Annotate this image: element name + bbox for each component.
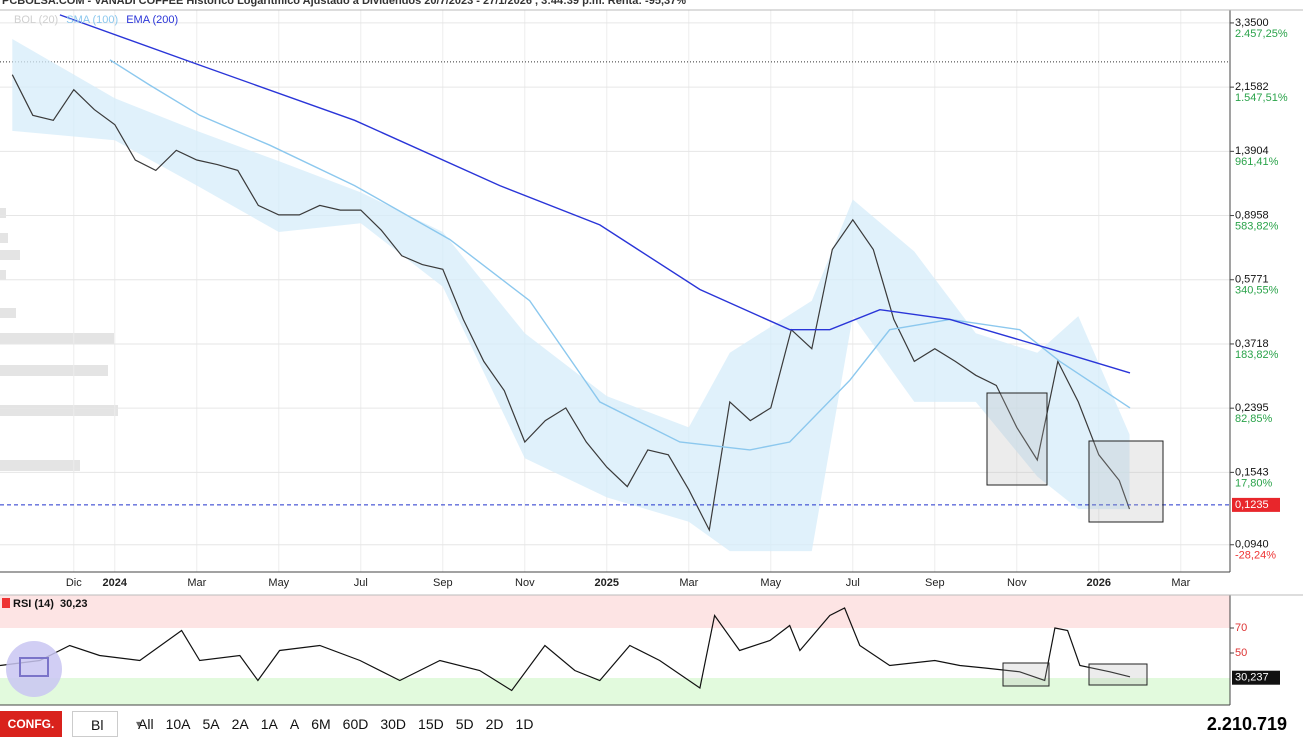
current-value-label: 0,1235 (1235, 499, 1269, 511)
legend-entry: SMA (100) (66, 14, 118, 26)
config-button[interactable]: CONFG. (0, 711, 62, 737)
y-tick-label: 0,1543 (1235, 466, 1269, 478)
y-tick-label: 0,8958 (1235, 209, 1269, 221)
y2-tick-label: 583,82% (1235, 220, 1279, 232)
range-button[interactable]: All (138, 716, 154, 732)
range-button[interactable]: 5D (455, 716, 474, 732)
x-tick-label: May (760, 577, 781, 589)
chart-title: PCBOLSA.COM - VANADI COFFEE Histórico Lo… (2, 0, 686, 7)
monitor-icon-screen (19, 657, 49, 677)
y2-tick-label: 340,55% (1235, 285, 1279, 297)
y2-tick-label: 961,41% (1235, 156, 1279, 168)
x-tick-label: Jul (846, 577, 860, 589)
range-button[interactable]: 2A (231, 716, 249, 732)
chart: Dic 2024 Mar May Jul Sep Nov 2025 Mar May Jul Sep No… (0, 0, 1303, 706)
overbought-zone (0, 595, 1230, 628)
x-tick-label: Sep (433, 577, 453, 589)
y-tick-label: 2,1582 (1235, 81, 1269, 93)
y2-tick-label: 183,82% (1235, 349, 1279, 361)
x-tick-label: Sep (925, 577, 945, 589)
range-button[interactable]: 1D (515, 716, 534, 732)
y-tick-label: 1,3904 (1235, 145, 1269, 157)
price-line (0, 607, 1131, 692)
x-tick-label: Nov (515, 577, 535, 589)
volume-total: 2.210.719 (1206, 713, 1287, 734)
highlight-box (986, 392, 1048, 486)
y-tick-label: 70 (1235, 622, 1247, 634)
volume-profile (0, 208, 118, 471)
highlight-box (1088, 440, 1164, 523)
y2-tick-label: 82,85% (1235, 413, 1273, 425)
range-button[interactable]: 30D (380, 716, 407, 732)
indicator-line (109, 59, 1131, 451)
x-tick-label: Mar (187, 577, 206, 589)
x-tick-label: Mar (1171, 577, 1190, 589)
y2-tick-label: 2.457,25% (1235, 28, 1288, 40)
x-tick-label: Nov (1007, 577, 1027, 589)
x-tick-label: Dic (66, 577, 82, 589)
range-button[interactable]: 10A (165, 716, 191, 732)
range-button[interactable]: 1A (260, 716, 278, 732)
range-button[interactable]: A (289, 716, 300, 732)
legend-entry: BOL (20) (14, 14, 58, 26)
x-tick-label: Mar (679, 577, 698, 589)
y2-tick-label: 17,80% (1235, 477, 1273, 489)
y-tick-label: 0,3718 (1235, 338, 1269, 350)
plot-layer (0, 10, 1230, 705)
style-value: Bl (91, 717, 104, 733)
panel-title: RSI (14) (13, 598, 54, 610)
monitor-icon[interactable] (6, 641, 62, 697)
current-value-badge (1232, 670, 1280, 685)
range-button[interactable]: 5A (202, 716, 220, 732)
y-tick-label: 0,2395 (1235, 402, 1269, 414)
indicator-line (59, 14, 1131, 374)
y2-tick-label: 1.547,51% (1235, 92, 1288, 104)
close-icon (2, 598, 10, 608)
y-tick-label: 50 (1235, 647, 1247, 659)
x-tick-label: May (268, 577, 289, 589)
bollinger-band (12, 39, 1130, 552)
current-value-badge (1232, 497, 1280, 512)
highlight-box (1002, 662, 1050, 687)
range-buttons: All 10A 5A 2A 1A A 6M 60D 30D 15D 5D 2D 1D (132, 711, 539, 737)
dropdown-arrow: ▾ (135, 719, 141, 730)
range-button[interactable]: 6M (311, 716, 331, 732)
current-value-label: 30,237 (1235, 672, 1269, 684)
y-tick-label: 0,0940 (1235, 539, 1269, 551)
range-button[interactable]: 15D (418, 716, 444, 732)
range-button[interactable]: 2D (485, 716, 504, 732)
x-tick-label: Jul (354, 577, 368, 589)
x-tick-label: 2026 (1087, 577, 1111, 589)
highlight-box (1088, 663, 1148, 686)
y-tick-label: 3,3500 (1235, 17, 1269, 29)
price-line (11, 74, 1131, 532)
x-tick-label: 2025 (595, 577, 619, 589)
toolbar: CONFG. Bl ▾ All 10A 5A 2A 1A A 6M 60D 30D 15D 5D 2D 1… (0, 710, 1303, 738)
y-tick-label: 0,5771 (1235, 274, 1269, 286)
range-button[interactable]: 60D (342, 716, 369, 732)
y2-tick-label: -28,24% (1235, 550, 1276, 562)
x-tick-label: 2024 (103, 577, 128, 589)
legend-entry: EMA (200) (126, 14, 178, 26)
oversold-zone (0, 678, 1230, 705)
style-select[interactable]: Bl ▾ (72, 711, 141, 737)
panel-header-value: 30,23 (60, 598, 88, 610)
